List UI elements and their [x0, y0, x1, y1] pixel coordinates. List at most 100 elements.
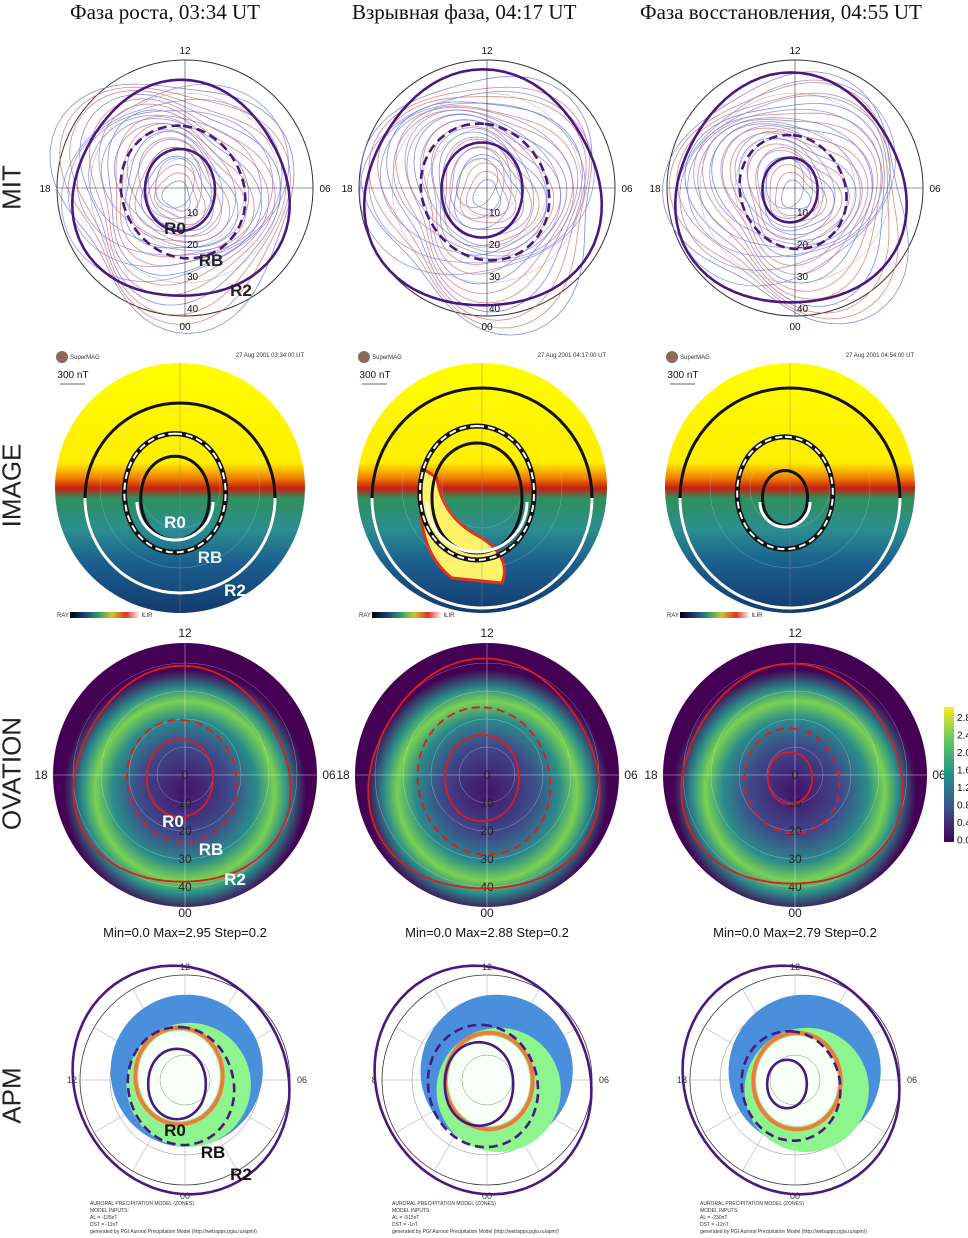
ovation-r2-boundary — [72, 664, 292, 883]
image-label-r2: R2 — [224, 581, 246, 600]
ovation-rb-boundary — [125, 719, 239, 843]
ovation-label-r0: R0 — [162, 812, 184, 831]
image-rb-boundary — [123, 432, 227, 554]
supermag-globe-icon — [666, 351, 678, 363]
mit-dial-18: 18 — [341, 184, 353, 195]
mit-contour — [697, 117, 873, 249]
image-rb-boundary — [736, 435, 834, 551]
ovation-panel-1: 0 10 20 30 40 12 18 06 00 Min=0.0 Max=2.95 Step=0… — [34, 626, 336, 940]
mit-contour — [746, 138, 824, 228]
mit-contour — [134, 147, 222, 237]
apm-footer-line: AURORAL PRECIPITATION MODEL (ZONES) — [392, 1201, 496, 1207]
mit-ring-label: 10 — [489, 208, 501, 219]
apm-dial-18: 12 — [67, 1075, 77, 1085]
mit-dial-06: 06 — [929, 184, 941, 195]
apm-rb-boundary — [740, 1030, 842, 1142]
ovation-dial-00: 00 — [480, 906, 494, 920]
mit-r2-boundary — [70, 78, 292, 298]
ovation-r0-boundary — [766, 751, 814, 805]
image-panel-1: SuperMAG 300 nT 27 Aug 2001 03:34:00 UT RAY… — [55, 351, 305, 619]
ovation-stats: Min=0.0 Max=2.79 Step=0.2 — [713, 925, 877, 940]
mit-label-r0: R0 — [164, 219, 186, 238]
image-rb-boundary — [418, 424, 536, 562]
image-r2-boundary-lower — [370, 497, 594, 610]
ovation-r2-boundary — [680, 662, 904, 885]
image-colorbar — [680, 612, 750, 618]
ovation-stats: Min=0.0 Max=2.88 Step=0.2 — [405, 925, 569, 940]
apm-dial-12: 12 — [180, 962, 190, 972]
mit-r0-boundary — [440, 141, 524, 239]
image-colorbar — [372, 612, 442, 618]
ovation-ring-label: 10 — [480, 796, 494, 810]
mit-panel-1: 10 20 30 40 12 18 06 00 R0 RB R2 — [39, 46, 331, 334]
ovation-rb-boundary — [743, 727, 841, 835]
mit-contour — [60, 83, 290, 283]
mit-ring-label: 20 — [797, 240, 809, 251]
mit-contour — [147, 164, 206, 226]
apm-r0-boundary — [146, 1047, 208, 1121]
image-panel-3: SuperMAG 300 nT 27 Aug 2001 04:54:00 UT RAY… — [665, 351, 915, 619]
ovation-dial-12: 12 — [178, 626, 192, 640]
mit-rb-boundary — [738, 133, 848, 251]
image-colorbar-max: ILIR — [443, 613, 455, 619]
apm-footer-line: AL = -230nT — [700, 1215, 727, 1221]
ovation-ring-label: 40 — [480, 880, 494, 894]
apm-footer-line: MODEL INPUTS: — [392, 1208, 431, 1214]
apm-dial-06: 06 — [599, 1075, 609, 1085]
image-timestamp: 27 Aug 2001 04:17:00 UT — [538, 353, 607, 359]
apm-footer-line: AURORAL PRECIPITATION MODEL (ZONES) — [700, 1201, 804, 1207]
ovation-dial-18: 18 — [644, 768, 658, 782]
ovation-ring-label: 20 — [178, 824, 192, 838]
supermag-globe-icon — [358, 351, 370, 363]
mit-contour — [49, 83, 295, 334]
mit-label-r2: R2 — [230, 281, 252, 300]
mit-ring-label: 30 — [187, 272, 199, 283]
ovation-dial-18: 18 — [336, 768, 350, 782]
ovation-dial-12: 12 — [480, 626, 494, 640]
mit-rb-boundary — [119, 124, 247, 260]
mit-contour — [406, 113, 548, 253]
column-title-expansion: Взрывная фаза, 04:17 UT — [352, 0, 577, 24]
mit-contour — [709, 121, 861, 245]
apm-footer-line: AURORAL PRECIPITATION MODEL (ZONES) — [90, 1201, 194, 1207]
mit-contour — [734, 130, 836, 236]
supermag-logo-text: SuperMAG — [372, 355, 402, 361]
apm-dial-00: 00 — [790, 1191, 800, 1201]
mit-ring-label: 20 — [489, 240, 501, 251]
ovation-colorbar-tick: 0.8 — [957, 801, 968, 812]
mit-contour — [379, 106, 575, 260]
mit-dial-00: 00 — [179, 322, 191, 333]
mit-ring-label: 30 — [489, 272, 501, 283]
apm-footer-line: DST = -11nT — [90, 1222, 118, 1228]
apm-rb-boundary — [426, 1023, 540, 1149]
mit-contour — [442, 136, 512, 230]
mit-grid-ring — [391, 92, 583, 284]
ovation-ring-label: 20 — [788, 824, 802, 838]
image-r0-boundary-lower — [135, 501, 215, 542]
ovation-dial-06: 06 — [932, 768, 946, 782]
apm-dial-12: 12 — [482, 962, 492, 972]
apm-footer-line: DST = -1nT — [392, 1222, 418, 1228]
ovation-colorbar-tick: 0.4 — [957, 818, 968, 829]
apm-dial-00: 00 — [180, 1191, 190, 1201]
ovation-dial-18: 18 — [34, 768, 48, 782]
mit-r0-boundary — [761, 156, 819, 224]
image-colorbar-min: RAY — [667, 613, 679, 619]
apm-rb-boundary — [126, 1025, 236, 1147]
mit-grid-ring — [124, 127, 246, 249]
mit-contour — [360, 75, 593, 336]
mit-contour — [88, 114, 262, 252]
mit-ring-label: 30 — [797, 272, 809, 283]
mit-r2-boundary — [673, 71, 909, 304]
ovation-ring-label: 30 — [178, 852, 192, 866]
ovation-ring-label: 30 — [788, 852, 802, 866]
mit-dial-12: 12 — [179, 46, 191, 57]
mit-grid-ring — [456, 157, 518, 219]
image-r2-boundary-lower — [678, 497, 902, 610]
image-timestamp: 27 Aug 2001 04:54:00 UT — [846, 353, 915, 359]
ovation-colorbar-tick: 2.0 — [957, 748, 968, 759]
image-colorbar-min: RAY — [359, 613, 371, 619]
